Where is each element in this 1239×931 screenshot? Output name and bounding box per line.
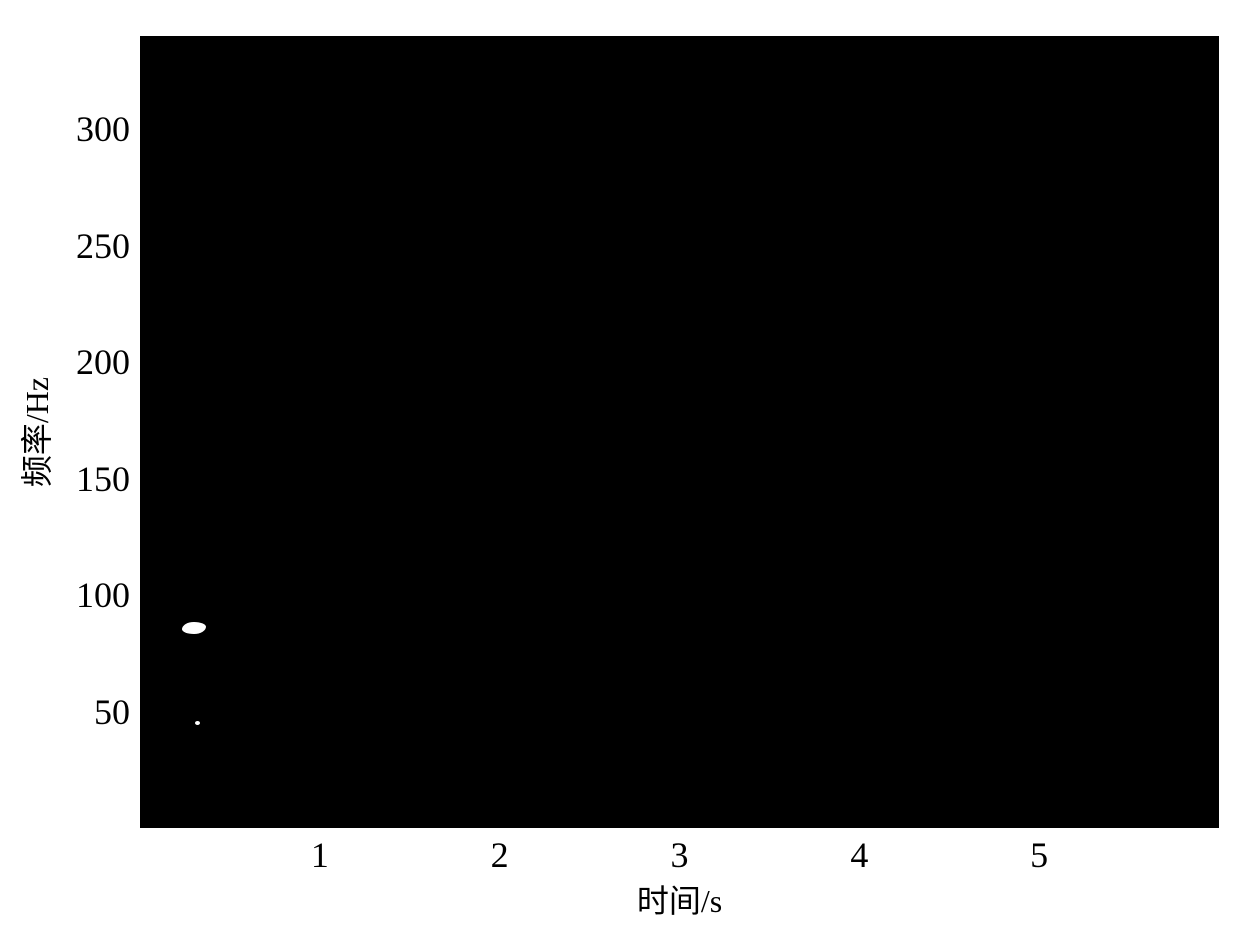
y-tick-label: 150	[76, 458, 130, 500]
spectrogram-chart: 50 100 150 200 250 300 1 2 3 4 5 频率/Hz 时间/s	[0, 0, 1239, 931]
y-tick-label: 300	[76, 108, 130, 150]
y-axis-label: 频率/Hz	[12, 377, 58, 487]
x-tick-label: 2	[491, 834, 509, 876]
y-tick-label: 250	[76, 225, 130, 267]
plot-area	[140, 36, 1219, 828]
x-axis-label: 时间/s	[637, 876, 722, 922]
x-tick-label: 5	[1030, 834, 1048, 876]
y-tick-label: 100	[76, 574, 130, 616]
x-tick-label: 3	[671, 834, 689, 876]
spectrogram-peak	[182, 622, 206, 634]
y-tick-label: 50	[94, 691, 130, 733]
x-tick-label: 1	[311, 834, 329, 876]
y-tick-label: 200	[76, 341, 130, 383]
x-tick-label: 4	[850, 834, 868, 876]
